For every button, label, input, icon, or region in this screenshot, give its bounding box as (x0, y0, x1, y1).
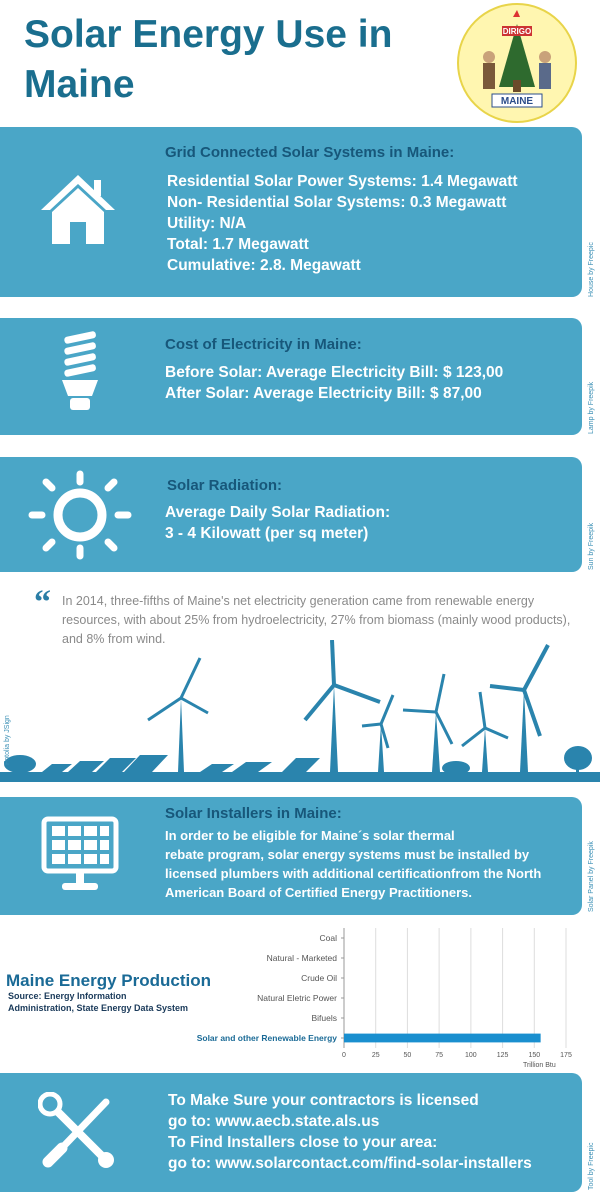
text-line: go to: www.solarcontact.com/find-solar-i… (168, 1155, 532, 1172)
x-tick-label: 175 (560, 1052, 572, 1059)
text-line: go to: www.aecb.state.als.us (168, 1113, 380, 1130)
quote-mark: “ (34, 584, 51, 621)
tools-icon (38, 1092, 114, 1168)
credit: Solar Panel by Freepik (588, 841, 595, 912)
bar (344, 1033, 541, 1043)
x-tick-label: 150 (528, 1052, 540, 1059)
footer-text: To Make Sure your contractors is license… (168, 1090, 532, 1174)
section-heading: Solar Radiation: (167, 477, 283, 494)
y-tick-label: Natural - Marketed (267, 953, 338, 963)
subtitle-line: Source: Energy Information (8, 991, 127, 1001)
turbine-scene (0, 640, 600, 782)
text-line: Cumulative: 2.8. Megawatt (167, 257, 361, 274)
subtitle-line: Administration, State Energy Data System (8, 1003, 189, 1013)
page-title: Solar Energy Use in Maine (24, 13, 393, 106)
quote-text: In 2014, three-fifths of Maine's net ele… (62, 594, 571, 646)
y-tick-label: Crude Oil (301, 973, 337, 983)
y-tick-label: Bifuels (311, 1013, 337, 1023)
x-tick-label: 25 (372, 1052, 380, 1059)
section-heading: Solar Installers in Maine: (165, 805, 342, 822)
y-tick-label: Solar and other Renewable Energy (197, 1033, 338, 1043)
bulb-icon (62, 331, 98, 410)
section-text: Average Daily Solar Radiation: 3 - 4 Kil… (165, 502, 390, 544)
seal-motto: DIRIGO (503, 27, 531, 36)
x-tick-label: 75 (435, 1052, 443, 1059)
info-box (0, 457, 582, 572)
chart-subtitle: Source: Energy Information Administratio… (8, 990, 188, 1014)
text-line: rebate program, solar energy systems mus… (165, 847, 530, 862)
y-tick-label: Natural Eletric Power (257, 993, 337, 1003)
credit: Sun by Freepik (588, 522, 595, 570)
x-tick-label: 100 (465, 1052, 477, 1059)
credit: Fotolia by JSign (4, 715, 11, 765)
x-tick-label: 0 (342, 1052, 346, 1059)
text-line: Utility: N/A (167, 215, 247, 232)
credit: House by Freepic (588, 242, 595, 297)
text-line: licensed plumbers with additional certif… (165, 866, 542, 881)
seal-name: MAINE (501, 96, 534, 107)
section-text: In order to be eligible for Maine´s sola… (165, 826, 541, 902)
section-heading: Grid Connected Solar Systems in Maine: (165, 144, 455, 161)
info-box (0, 318, 582, 435)
house-icon (41, 175, 115, 244)
chart: 0 25 50 75 100 125 150 175 Trillion Btu Coal Natur… (197, 928, 572, 1069)
text-line: After Solar: Average Electricity Bill: $… (165, 385, 482, 402)
info-box (0, 1073, 582, 1192)
text-line: American Board of Certified Energy Pract… (165, 885, 473, 900)
credit: Lamp by Freepik (588, 381, 595, 434)
text-line: Before Solar: Average Electricity Bill: … (165, 364, 504, 381)
x-tick-label: 50 (404, 1052, 412, 1059)
text-line: Total: 1.7 Megawatt (167, 236, 309, 253)
text-line: 3 - 4 Kilowatt (per sq meter) (165, 525, 369, 542)
section-text: Before Solar: Average Electricity Bill: … (165, 362, 503, 404)
solar-panel-icon (41, 816, 119, 890)
text-line: Non- Residential Solar Systems: 0.3 Mega… (167, 194, 507, 211)
y-tick-label: Coal (320, 933, 338, 943)
text-line: To Find Installers close to your area: (168, 1134, 438, 1151)
text-line: Average Daily Solar Radiation: (165, 504, 391, 521)
x-axis-label: Trillion Btu (523, 1062, 556, 1069)
seal: DIRIGO MAINE (457, 3, 577, 123)
section-heading: Cost of Electricity in Maine: (165, 336, 362, 353)
text-line: Residential Solar Power Systems: 1.4 Meg… (167, 173, 518, 190)
text-line: To Make Sure your contractors is license… (168, 1092, 479, 1109)
chart-title: Maine Energy Production (6, 971, 211, 990)
text-line: In order to be eligible for Maine´s sola… (165, 828, 455, 843)
sun-icon (28, 470, 132, 560)
section-text: Residential Solar Power Systems: 1.4 Meg… (167, 171, 518, 276)
x-tick-label: 125 (497, 1052, 509, 1059)
credit: Tool by Freepic (588, 1142, 595, 1190)
